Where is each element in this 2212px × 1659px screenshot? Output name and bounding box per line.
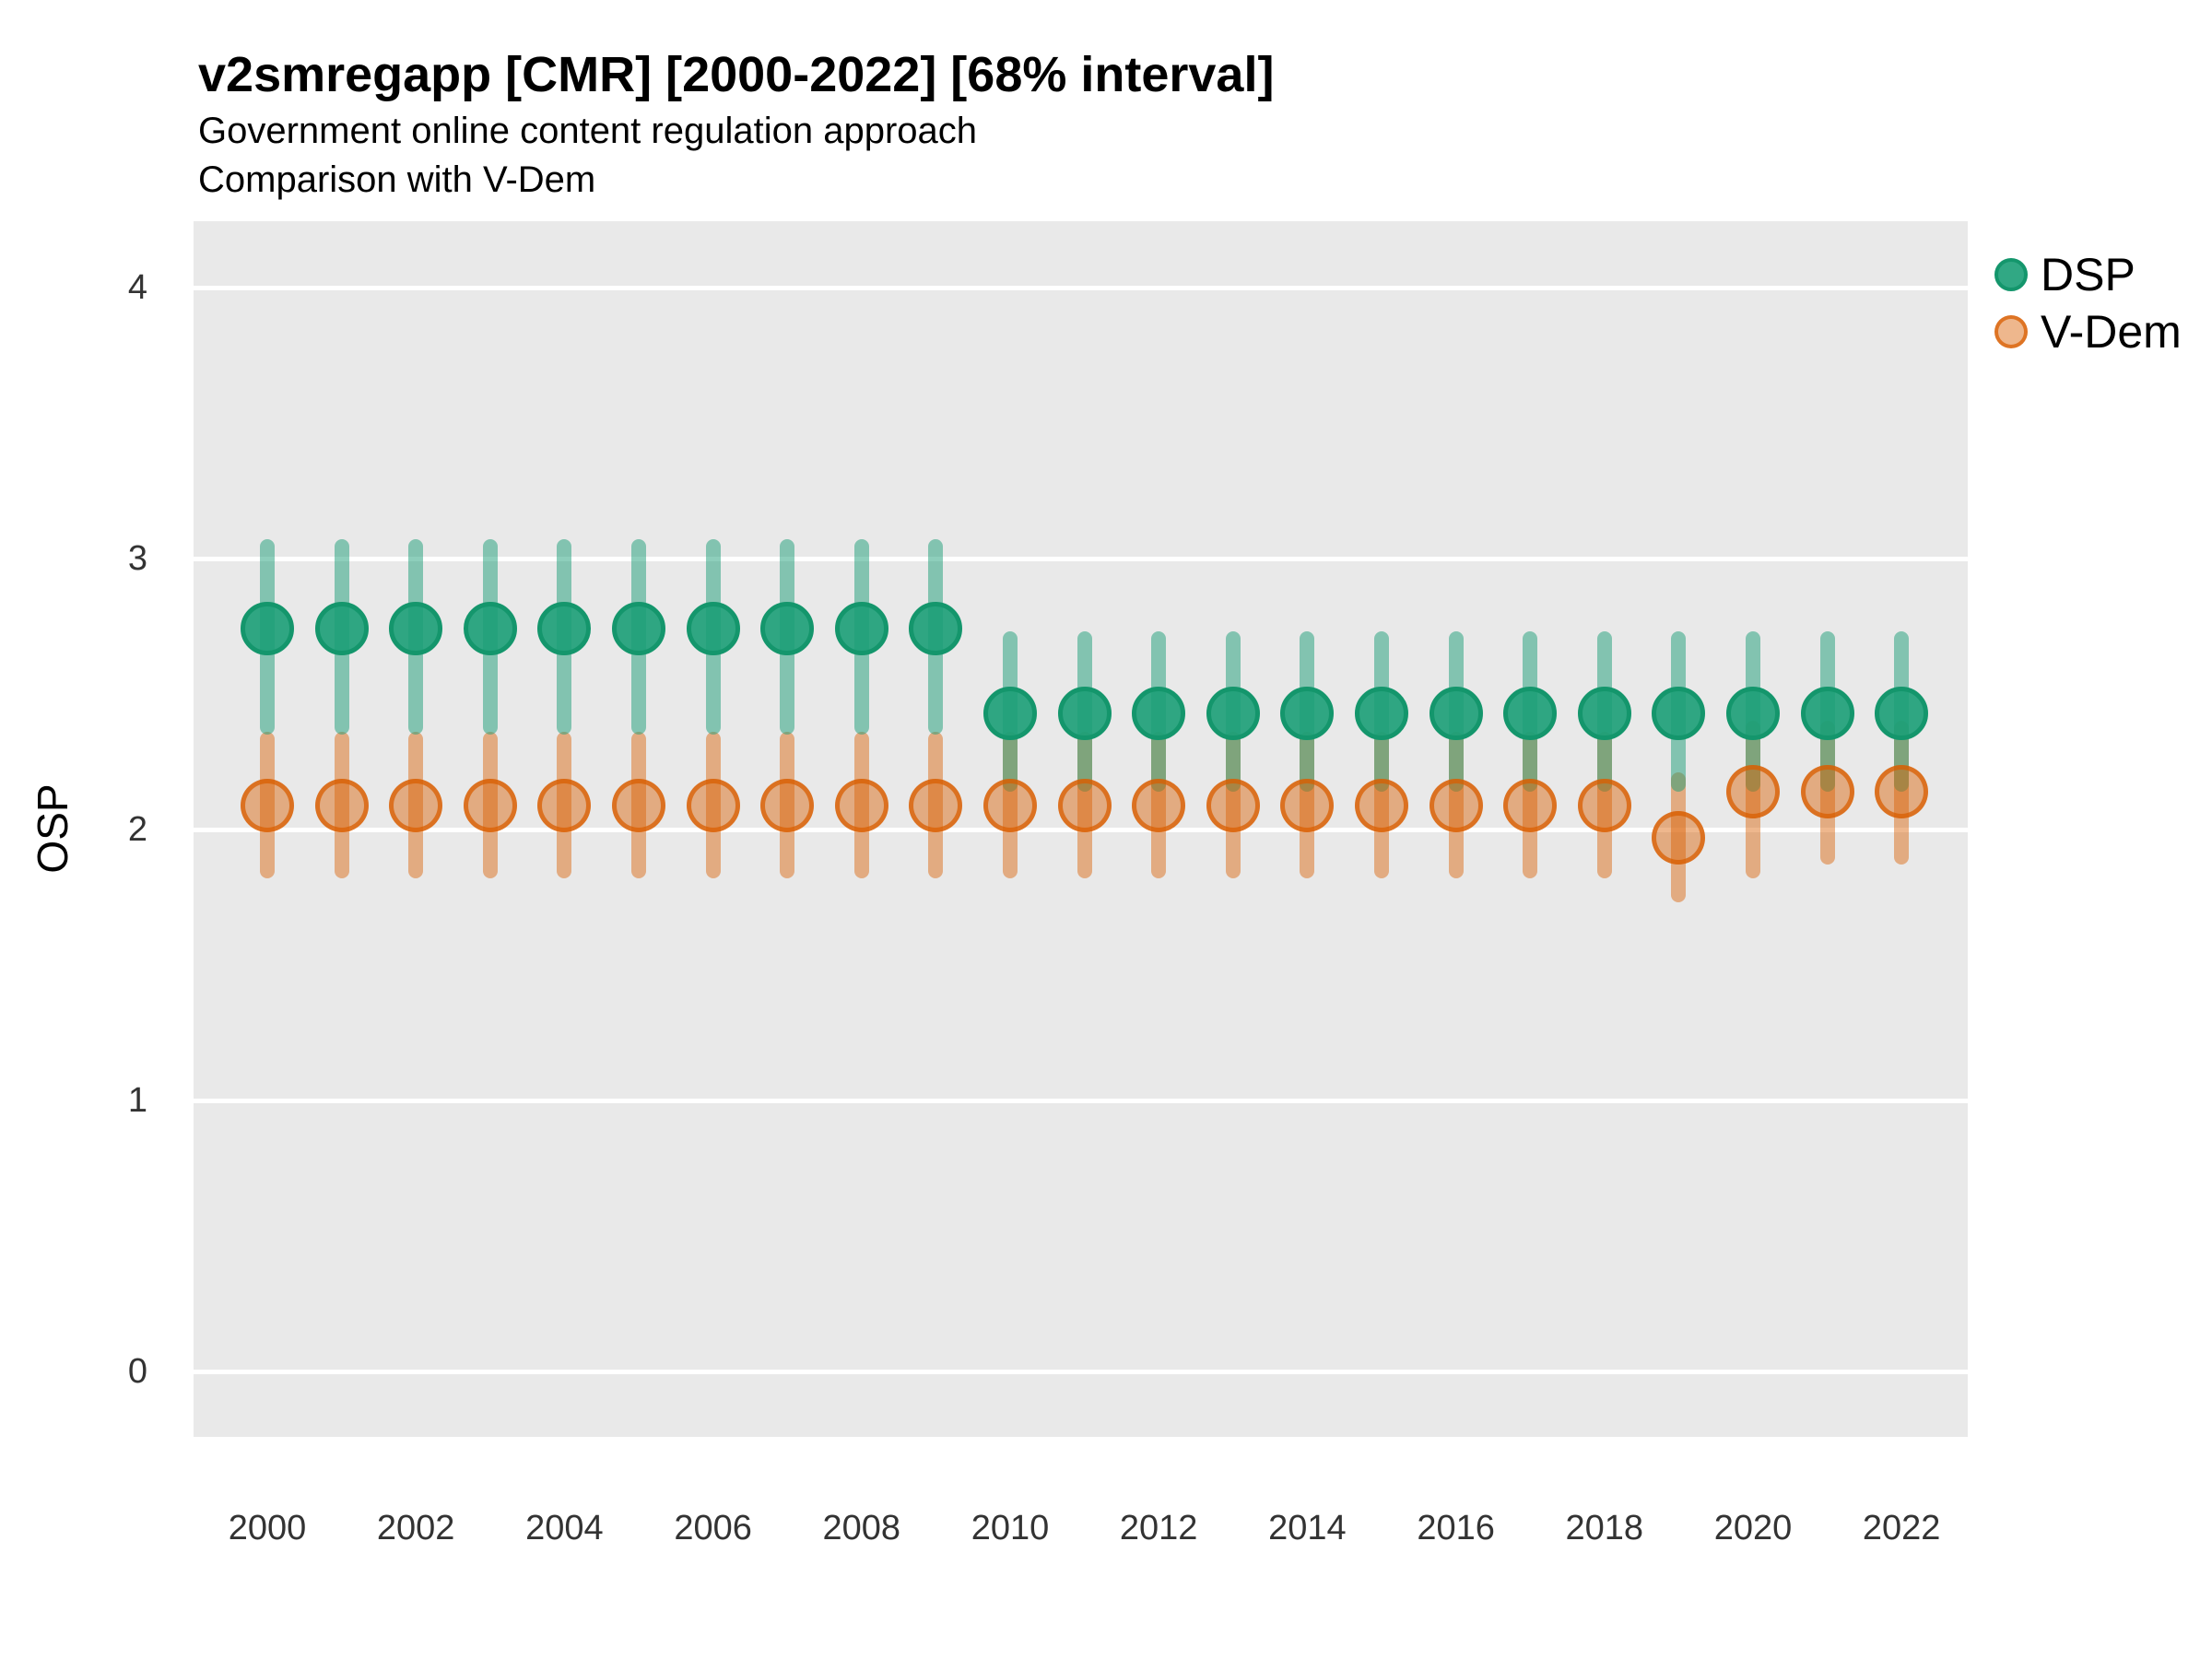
dsp-point-2019 [1652, 686, 1706, 740]
x-tick-label-2014: 2014 [1268, 1509, 1347, 1547]
vdem-point-2020 [1726, 764, 1780, 818]
dsp-point-2005 [612, 602, 665, 656]
x-tick-label-2020: 2020 [1713, 1509, 1793, 1547]
vdem-point-2019 [1652, 810, 1706, 865]
dsp-point-2013 [1206, 686, 1260, 740]
vdem-point-2021 [1800, 764, 1854, 818]
legend-v-dem-dot-icon [1994, 315, 2028, 348]
dsp-point-2002 [389, 602, 443, 656]
dsp-point-2008 [834, 602, 888, 656]
dsp-point-2001 [314, 602, 369, 656]
y-tick-label-2: 2 [127, 810, 147, 849]
dsp-point-2014 [1280, 686, 1335, 740]
dsp-point-2015 [1355, 686, 1408, 740]
legend-label-v-dem: V-Dem [2041, 306, 2182, 358]
y-tick-label-4: 4 [127, 268, 147, 307]
x-tick-label-2012: 2012 [1119, 1509, 1198, 1547]
chart-subtitle-line2: Comparison with V-Dem [198, 159, 596, 200]
dsp-point-2003 [463, 602, 517, 656]
y-tick-label-1: 1 [127, 1081, 147, 1120]
x-tick-label-2004: 2004 [525, 1509, 604, 1547]
vdem-point-2012 [1132, 778, 1186, 832]
gridline-y-4 [194, 285, 1968, 290]
dsp-point-2004 [537, 602, 592, 656]
vdem-point-2018 [1577, 778, 1631, 832]
vdem-point-2002 [389, 778, 443, 832]
vdem-point-2008 [834, 778, 888, 832]
dsp-point-2009 [909, 602, 963, 656]
x-tick-label-2016: 2016 [1417, 1509, 1495, 1547]
dsp-point-2022 [1875, 686, 1929, 740]
dsp-point-2018 [1577, 686, 1631, 740]
x-tick-label-2008: 2008 [822, 1509, 901, 1547]
dsp-point-2000 [241, 602, 294, 656]
vdem-point-2011 [1057, 778, 1112, 832]
vdem-point-2009 [909, 778, 963, 832]
gridline-y-3 [194, 556, 1968, 561]
dsp-point-2011 [1057, 686, 1112, 740]
x-tick-label-2000: 2000 [228, 1509, 307, 1547]
x-tick-label-2022: 2022 [1862, 1509, 1941, 1547]
x-tick-label-2002: 2002 [376, 1509, 455, 1547]
x-tick-label-2010: 2010 [971, 1509, 1050, 1547]
dsp-point-2020 [1726, 686, 1780, 740]
dsp-point-2021 [1800, 686, 1854, 740]
dsp-point-2016 [1429, 686, 1483, 740]
dsp-point-2012 [1132, 686, 1186, 740]
chart-title: v2smregapp [CMR] [2000-2022] [68% interv… [198, 47, 1275, 102]
vdem-point-2001 [314, 778, 369, 832]
dsp-point-2017 [1503, 686, 1558, 740]
vdem-point-2004 [537, 778, 592, 832]
vdem-point-2016 [1429, 778, 1483, 832]
vdem-point-2013 [1206, 778, 1260, 832]
vdem-point-2015 [1355, 778, 1408, 832]
x-tick-label-2018: 2018 [1565, 1509, 1644, 1547]
vdem-point-2006 [686, 778, 740, 832]
vdem-point-2014 [1280, 778, 1335, 832]
gridline-y-1 [194, 1098, 1968, 1103]
x-tick-label-2006: 2006 [674, 1509, 752, 1547]
dsp-point-2006 [686, 602, 740, 656]
gridline-y-0 [194, 1369, 1968, 1374]
legend-label-dsp: DSP [2041, 249, 2136, 300]
dsp-point-2010 [983, 686, 1037, 740]
y-tick-label-0: 0 [127, 1352, 147, 1391]
y-tick-label-3: 3 [127, 539, 147, 578]
vdem-point-2003 [463, 778, 517, 832]
chart-subtitle-line1: Government online content regulation app… [198, 111, 977, 151]
vdem-point-2005 [612, 778, 665, 832]
vdem-point-2007 [760, 778, 815, 832]
vdem-point-2017 [1503, 778, 1558, 832]
vdem-point-2010 [983, 778, 1037, 832]
vdem-point-2000 [241, 778, 294, 832]
vdem-point-2022 [1875, 764, 1929, 818]
dsp-point-2007 [760, 602, 815, 656]
legend-dsp-dot-icon [1994, 258, 2028, 291]
plot-panel [194, 221, 1968, 1437]
